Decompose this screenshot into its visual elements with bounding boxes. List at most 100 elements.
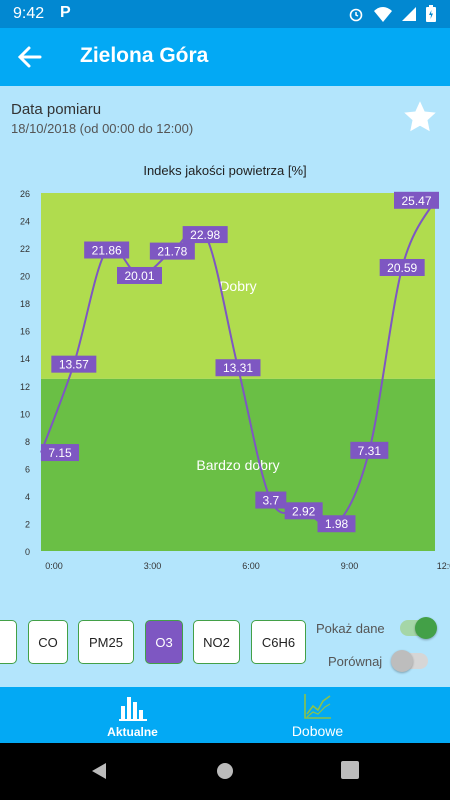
air-quality-chart: Indeks jakości powietrza [%] Bardzo dobr… xyxy=(0,155,450,585)
data-label: 25.47 xyxy=(394,191,439,209)
system-back-icon[interactable] xyxy=(90,761,110,781)
measurement-label: Data pomiaru xyxy=(11,101,102,118)
chart-title: Indeks jakości powietrza [%] xyxy=(143,163,307,178)
measurement-date: 18/10/2018 (od 00:00 do 12:00) xyxy=(11,121,194,136)
y-tick-label: 26 xyxy=(20,189,30,199)
nav-item-dobowe[interactable]: Dobowe xyxy=(280,687,355,743)
compare-label: Porównaj xyxy=(328,654,383,669)
y-tick-label: 12 xyxy=(20,382,30,392)
y-tick-label: 6 xyxy=(25,464,30,474)
data-label-text: 21.78 xyxy=(157,245,187,259)
back-arrow-icon[interactable] xyxy=(16,43,44,71)
status-time: 9:42 xyxy=(13,5,45,22)
favorite-star-icon[interactable] xyxy=(402,99,438,135)
chart-canvas: Bardzo dobryDobry02468101214161820222426… xyxy=(20,189,450,571)
status-bar: 9:42 P xyxy=(0,0,450,28)
data-label-box xyxy=(51,355,97,373)
gas-button-co[interactable]: CO xyxy=(28,620,68,664)
toggle-knob xyxy=(415,617,437,639)
y-tick-label: 2 xyxy=(25,519,30,529)
battery-icon xyxy=(426,5,436,27)
data-label-box xyxy=(394,191,439,209)
data-label: 13.57 xyxy=(51,355,97,373)
gas-selector: CO PM25 O3 NO2 C6H6 Pokaż dane Porównaj xyxy=(0,617,450,672)
y-tick-label: 4 xyxy=(25,492,30,502)
nav-label-aktualne: Aktualne xyxy=(107,725,158,739)
data-label: 21.78 xyxy=(149,242,195,260)
data-label: 1.98 xyxy=(317,515,356,533)
data-label-box xyxy=(379,258,425,276)
y-tick-label: 22 xyxy=(20,244,30,254)
data-label: 21.86 xyxy=(84,241,130,259)
y-tick-label: 10 xyxy=(20,409,30,419)
nav-label-dobowe: Dobowe xyxy=(291,723,344,739)
gas-button-c6h6[interactable]: C6H6 xyxy=(251,620,306,664)
measurement-info: Data pomiaru 18/10/2018 (od 00:00 do 12:… xyxy=(0,86,450,156)
compare-toggle[interactable] xyxy=(391,650,428,672)
data-label: 2.92 xyxy=(284,502,323,520)
gas-button-partial[interactable] xyxy=(0,620,17,664)
show-data-label: Pokaż dane xyxy=(316,621,385,636)
system-home-icon[interactable] xyxy=(215,761,235,781)
data-label: 3.7 xyxy=(255,491,287,509)
data-label-text: 7.15 xyxy=(48,446,72,460)
system-navigation-bar xyxy=(0,743,450,800)
data-label-box xyxy=(117,266,162,284)
data-label-box xyxy=(284,502,323,520)
data-label-text: 7.31 xyxy=(358,444,382,458)
data-label-box xyxy=(255,491,287,509)
line-chart-icon xyxy=(304,694,331,719)
parking-notification-icon: P xyxy=(60,4,71,21)
data-label-text: 2.92 xyxy=(292,504,316,518)
data-label-box xyxy=(84,241,130,259)
wifi-icon xyxy=(374,6,392,27)
toggle-knob xyxy=(391,650,413,672)
data-label: 7.31 xyxy=(350,441,389,459)
data-label-box xyxy=(41,444,79,462)
y-tick-label: 16 xyxy=(20,327,30,337)
y-tick-label: 0 xyxy=(25,547,30,557)
data-label: 20.59 xyxy=(379,258,425,276)
data-label: 13.31 xyxy=(215,359,261,377)
bottom-navigation: Aktualne Dobowe xyxy=(0,687,450,743)
data-label-text: 25.47 xyxy=(401,194,431,208)
data-label-box xyxy=(149,242,195,260)
band-bardzo-dobry xyxy=(41,378,435,551)
data-label: 22.98 xyxy=(182,226,228,244)
x-tick-label: 12:00 xyxy=(437,561,450,571)
alarm-icon xyxy=(348,6,364,27)
x-tick-label: 9:00 xyxy=(341,561,359,571)
gas-button-pm25[interactable]: PM25 xyxy=(78,620,134,664)
nav-item-aktualne[interactable]: Aktualne xyxy=(95,687,170,743)
y-tick-label: 20 xyxy=(20,272,30,282)
bar-chart-icon xyxy=(119,697,147,721)
system-recents-icon[interactable] xyxy=(341,761,359,779)
data-label: 20.01 xyxy=(117,266,162,284)
data-label-box xyxy=(215,359,261,377)
y-tick-label: 8 xyxy=(25,437,30,447)
y-tick-label: 24 xyxy=(20,217,30,227)
show-data-toggle[interactable] xyxy=(400,617,437,639)
signal-icon xyxy=(402,6,416,27)
data-label-text: 3.7 xyxy=(262,494,279,508)
y-tick-label: 18 xyxy=(20,299,30,309)
data-label-text: 13.31 xyxy=(223,361,253,375)
data-label-text: 13.57 xyxy=(59,358,89,372)
x-tick-label: 3:00 xyxy=(144,561,162,571)
data-label-text: 1.98 xyxy=(325,517,349,531)
data-label-box xyxy=(350,441,389,459)
band-label: Dobry xyxy=(219,278,256,294)
y-tick-label: 14 xyxy=(20,354,30,364)
data-label-text: 20.01 xyxy=(124,269,154,283)
band-label: Bardzo dobry xyxy=(196,457,279,473)
data-label-box xyxy=(182,226,228,244)
gas-button-o3[interactable]: O3 xyxy=(145,620,183,664)
page-title: Zielona Góra xyxy=(80,44,209,67)
data-label-box xyxy=(317,515,356,533)
gas-button-no2[interactable]: NO2 xyxy=(193,620,240,664)
data-label-text: 20.59 xyxy=(387,261,417,275)
x-tick-label: 0:00 xyxy=(45,561,63,571)
data-label: 7.15 xyxy=(41,444,79,462)
data-label-text: 22.98 xyxy=(190,228,220,242)
band-dobry xyxy=(41,193,435,379)
